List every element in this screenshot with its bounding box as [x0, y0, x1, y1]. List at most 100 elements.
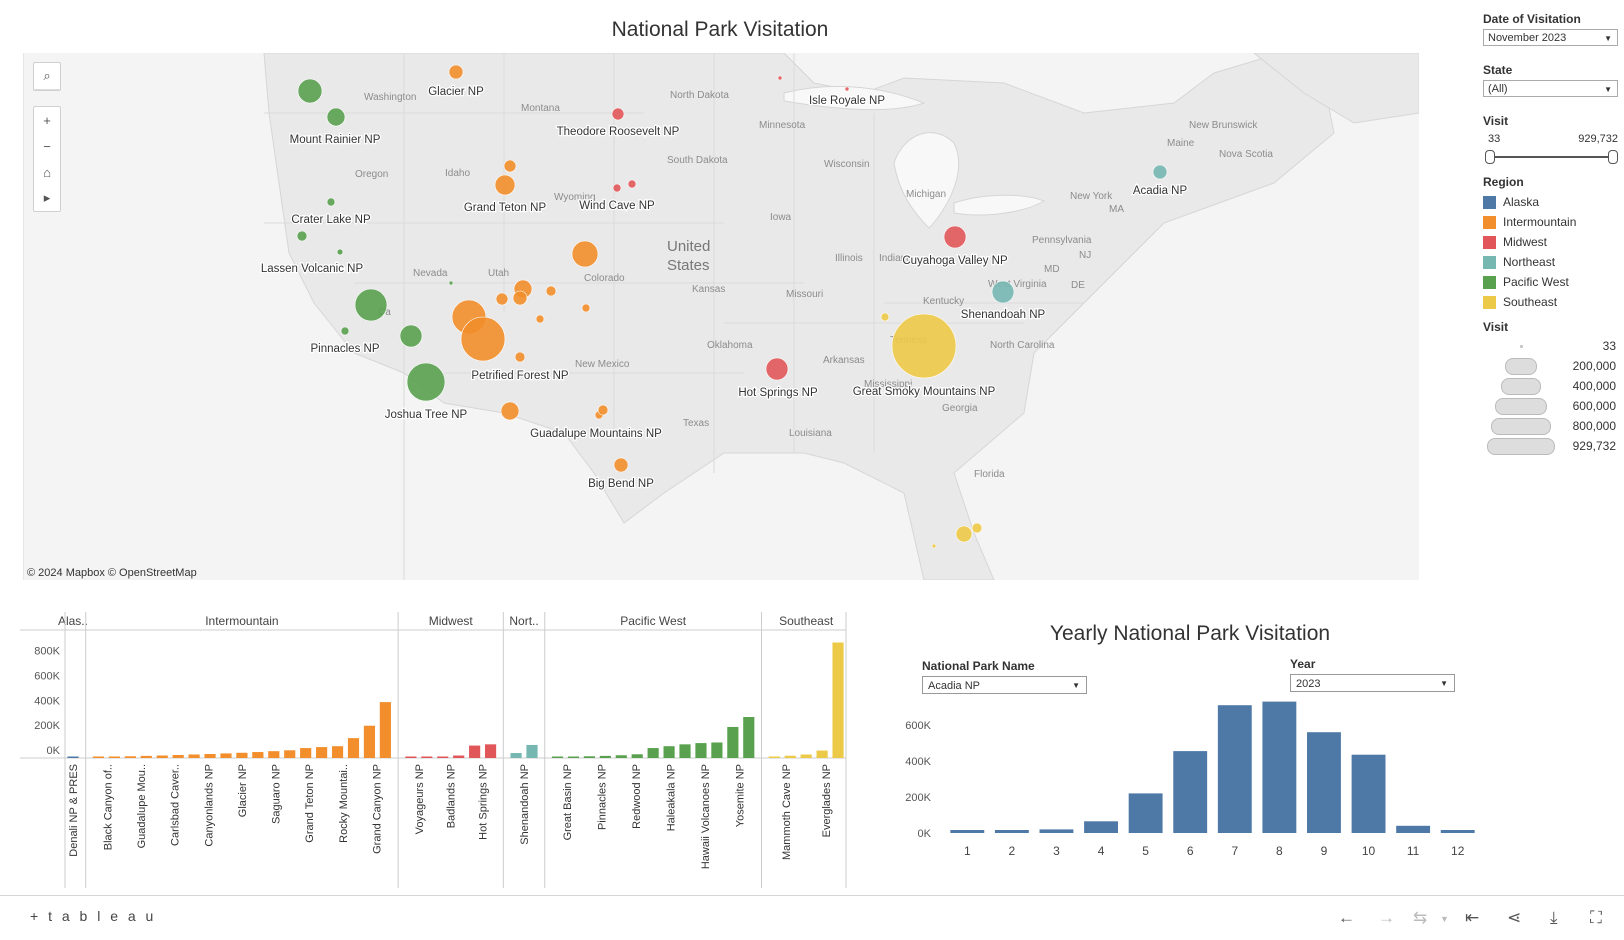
park-bubble[interactable]	[891, 313, 957, 379]
region-legend-item[interactable]: Alaska	[1483, 192, 1618, 212]
bar[interactable]	[663, 746, 675, 758]
bar[interactable]	[510, 753, 522, 758]
bar[interactable]	[268, 751, 280, 758]
park-bubble[interactable]	[514, 351, 526, 363]
bar[interactable]	[567, 756, 580, 759]
park-bubble[interactable]	[627, 179, 637, 189]
us-map[interactable]: Washington Montana North Dakota Minnesota Wi…	[23, 53, 1419, 580]
bar[interactable]	[284, 750, 296, 758]
bar[interactable]	[526, 744, 538, 758]
bar[interactable]	[156, 755, 168, 758]
bar[interactable]	[994, 830, 1029, 833]
park-bubble[interactable]	[296, 230, 308, 242]
bar[interactable]	[67, 756, 79, 759]
park-bubble[interactable]	[340, 326, 350, 336]
bar[interactable]	[832, 642, 844, 758]
bar[interactable]	[1173, 751, 1208, 833]
bar[interactable]	[108, 756, 120, 759]
park-bubble[interactable]	[991, 280, 1015, 304]
bar[interactable]	[768, 756, 780, 759]
bar[interactable]	[695, 743, 707, 758]
park-bubble[interactable]	[535, 314, 545, 324]
bar[interactable]	[1039, 829, 1074, 833]
bar[interactable]	[950, 830, 985, 833]
bar[interactable]	[631, 754, 643, 758]
fullscreen-icon[interactable]: ⛶	[1590, 908, 1602, 927]
park-bubble[interactable]	[571, 240, 599, 268]
bar[interactable]	[551, 756, 564, 759]
bar[interactable]	[1351, 754, 1386, 833]
bar[interactable]	[331, 746, 344, 758]
park-bubble[interactable]	[1152, 164, 1168, 180]
bar[interactable]	[437, 756, 449, 759]
bar[interactable]	[252, 752, 264, 758]
bar[interactable]	[1396, 825, 1431, 833]
park-bubble[interactable]	[545, 285, 557, 297]
bar[interactable]	[469, 745, 481, 758]
bar[interactable]	[599, 755, 611, 758]
bar[interactable]	[421, 756, 433, 759]
bar[interactable]	[220, 753, 232, 758]
park-bubble[interactable]	[503, 159, 517, 173]
bar[interactable]	[484, 744, 497, 758]
park-bubble[interactable]	[765, 357, 789, 381]
bar[interactable]	[405, 756, 417, 759]
park-bubble[interactable]	[326, 107, 346, 127]
date-filter-select[interactable]: November 2023 ▼	[1483, 29, 1618, 46]
park-bubble[interactable]	[460, 316, 506, 362]
home-icon[interactable]: ⌂	[43, 164, 51, 180]
park-bubble[interactable]	[971, 522, 983, 534]
park-bubble[interactable]	[399, 324, 423, 348]
park-bubble[interactable]	[336, 248, 344, 256]
bar[interactable]	[583, 756, 595, 758]
bar[interactable]	[92, 756, 105, 759]
park-name-select[interactable]: Acadia NP ▼	[922, 676, 1087, 694]
park-bubble[interactable]	[448, 64, 464, 80]
park-bubble[interactable]	[597, 404, 609, 416]
park-bubble[interactable]	[448, 280, 454, 286]
zoom-in-icon[interactable]: +	[43, 112, 51, 128]
park-bubble[interactable]	[844, 86, 850, 92]
bar[interactable]	[379, 702, 391, 758]
region-legend-item[interactable]: Northeast	[1483, 252, 1618, 272]
redo-icon[interactable]: →	[1378, 908, 1395, 927]
reset-icon[interactable]: ⇤	[1465, 908, 1480, 927]
bar[interactable]	[300, 748, 312, 758]
bar[interactable]	[727, 726, 739, 758]
bar[interactable]	[615, 755, 627, 758]
bar[interactable]	[172, 755, 184, 758]
region-legend-item[interactable]: Midwest	[1483, 232, 1618, 252]
bar[interactable]	[816, 750, 828, 758]
visit-range-slider[interactable]: 33 929,732	[1483, 133, 1618, 167]
bar[interactable]	[1440, 830, 1475, 833]
region-legend-item[interactable]: Pacific West	[1483, 272, 1618, 292]
park-bubble[interactable]	[931, 543, 937, 549]
park-bubble[interactable]	[613, 457, 629, 473]
revert-icon[interactable]: ⇆	[1413, 908, 1428, 927]
share-icon[interactable]: ⋖	[1507, 908, 1522, 927]
bar[interactable]	[1262, 701, 1297, 833]
park-bubble[interactable]	[880, 312, 890, 322]
bar[interactable]	[347, 738, 360, 758]
park-bubble[interactable]	[612, 183, 622, 193]
park-bubble[interactable]	[406, 362, 446, 402]
bar[interactable]	[124, 756, 136, 758]
region-legend-item[interactable]: Southeast	[1483, 292, 1618, 312]
bar[interactable]	[711, 742, 723, 758]
park-bubble[interactable]	[297, 78, 323, 104]
bar[interactable]	[363, 725, 376, 758]
park-bubble[interactable]	[955, 525, 973, 543]
bar[interactable]	[453, 755, 465, 758]
park-bubble[interactable]	[512, 290, 528, 306]
bar[interactable]	[188, 754, 200, 758]
bar[interactable]	[1217, 705, 1252, 833]
slider-handle-min[interactable]	[1485, 150, 1495, 164]
bar[interactable]	[316, 747, 328, 758]
park-bubble[interactable]	[777, 75, 783, 81]
park-bubble[interactable]	[581, 303, 591, 313]
bar[interactable]	[1084, 821, 1118, 833]
park-bubble[interactable]	[494, 174, 516, 196]
play-icon[interactable]: ▸	[43, 190, 51, 205]
bar[interactable]	[784, 755, 796, 758]
park-bubble[interactable]	[495, 292, 509, 306]
